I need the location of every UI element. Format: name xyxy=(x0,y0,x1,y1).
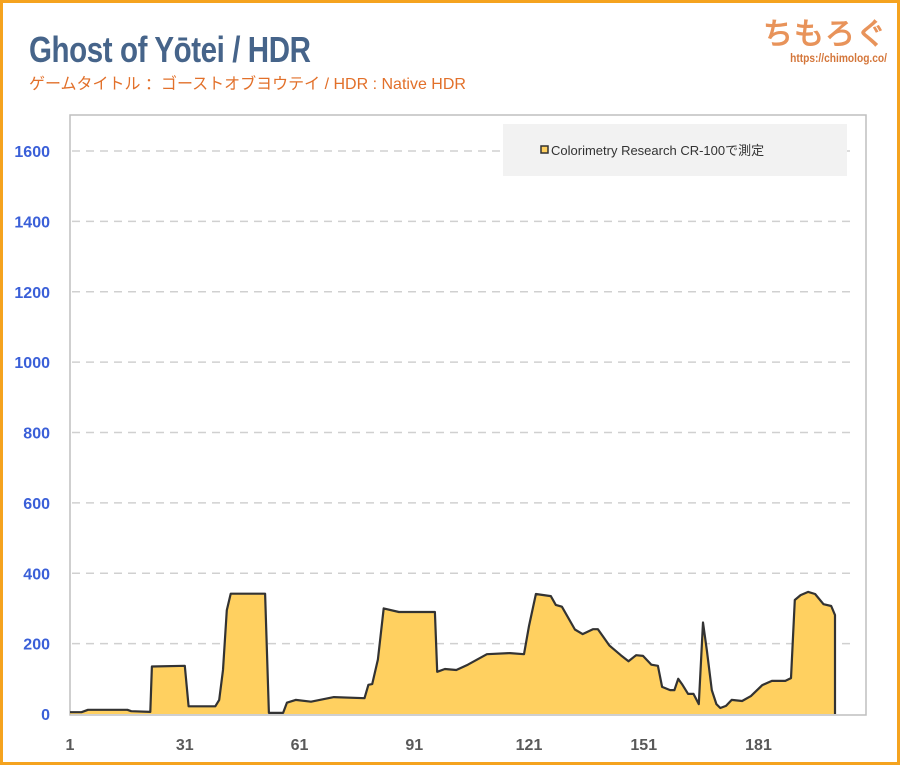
y-tick-label: 200 xyxy=(23,637,50,654)
x-tick-label: 91 xyxy=(405,737,423,754)
y-tick-label: 1000 xyxy=(14,355,50,372)
logo-url: https://chimolog.co/ xyxy=(790,51,887,65)
site-logo: ちもろぐ https://chimolog.co/ xyxy=(763,9,887,65)
legend xyxy=(503,124,847,176)
x-tick-label: 61 xyxy=(291,737,309,754)
x-tick-label: 151 xyxy=(630,737,657,754)
y-axis: 0 200 400 600 800 1000 1200 1400 1600 xyxy=(14,144,50,724)
x-tick-label: 121 xyxy=(516,737,543,754)
plot-area xyxy=(69,114,867,716)
y-tick-label: 1400 xyxy=(14,214,50,231)
series-area xyxy=(70,591,835,714)
x-axis: 1 31 61 91 121 151 181 xyxy=(66,737,772,754)
logo-text: ちもろぐ xyxy=(763,18,887,51)
y-tick-label: 600 xyxy=(23,496,50,513)
y-tick-label: 800 xyxy=(23,426,50,443)
grid xyxy=(72,150,856,645)
x-tick-label: 181 xyxy=(745,737,772,754)
legend-swatch xyxy=(540,145,549,154)
y-tick-label: 1600 xyxy=(14,144,50,161)
legend-label: Colorimetry Research CR-100で測定 xyxy=(551,143,764,158)
x-tick-label: 1 xyxy=(66,737,75,754)
series-line xyxy=(70,590,837,714)
y-tick-label: 400 xyxy=(23,566,50,583)
y-tick-label: 1200 xyxy=(14,285,50,302)
chart-subtitle: ゲームタイトル ：ゴーストオブヨウテイ / HDR : Native HDR xyxy=(29,76,466,93)
y-tick-label: 0 xyxy=(41,707,50,724)
chart-title: Ghost of Yōtei / HDR xyxy=(29,29,311,70)
x-tick-label: 31 xyxy=(176,737,194,754)
